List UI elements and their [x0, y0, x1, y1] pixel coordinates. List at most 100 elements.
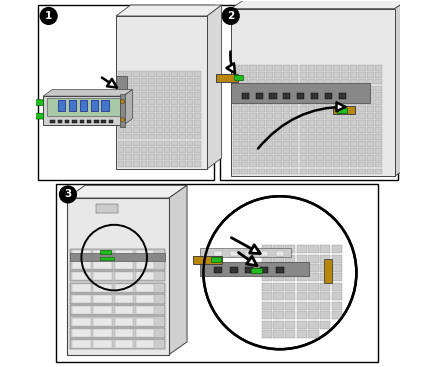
Bar: [126, 85, 132, 91]
Bar: [51, 120, 55, 123]
Bar: [126, 161, 132, 167]
Bar: [358, 141, 365, 147]
Bar: [262, 245, 272, 253]
Bar: [320, 283, 330, 291]
Bar: [358, 113, 365, 119]
Bar: [375, 92, 382, 98]
Bar: [350, 161, 357, 167]
Bar: [148, 148, 155, 153]
Bar: [308, 168, 315, 174]
Bar: [375, 113, 382, 119]
Bar: [320, 302, 330, 310]
Bar: [337, 108, 347, 113]
Bar: [171, 113, 178, 119]
Bar: [194, 120, 201, 126]
Bar: [148, 78, 155, 84]
Bar: [118, 120, 124, 126]
Bar: [241, 155, 248, 160]
Bar: [325, 92, 332, 98]
Bar: [126, 113, 132, 119]
Bar: [258, 168, 265, 174]
Bar: [72, 250, 91, 258]
Bar: [258, 141, 265, 147]
Bar: [266, 99, 273, 105]
Bar: [296, 292, 307, 301]
Bar: [258, 99, 265, 105]
Bar: [300, 86, 307, 91]
Bar: [72, 284, 91, 292]
Bar: [171, 127, 178, 132]
Bar: [241, 134, 248, 140]
Bar: [300, 134, 307, 140]
Bar: [325, 79, 332, 84]
Bar: [249, 148, 257, 154]
Bar: [241, 120, 248, 126]
Bar: [300, 155, 307, 160]
Bar: [274, 120, 282, 126]
Bar: [266, 106, 273, 112]
Bar: [164, 120, 170, 126]
Bar: [156, 155, 163, 160]
Bar: [241, 161, 248, 167]
Bar: [262, 273, 272, 281]
Bar: [179, 155, 186, 160]
Bar: [262, 321, 272, 329]
Bar: [333, 148, 341, 154]
Bar: [115, 250, 133, 258]
Bar: [262, 264, 272, 272]
Bar: [232, 99, 240, 105]
Bar: [291, 120, 299, 126]
Bar: [341, 92, 349, 98]
Bar: [164, 92, 170, 98]
Bar: [325, 127, 332, 133]
Bar: [300, 106, 307, 112]
Bar: [164, 78, 170, 84]
Bar: [118, 78, 124, 84]
Bar: [341, 72, 349, 77]
Bar: [249, 161, 257, 167]
Bar: [341, 120, 349, 126]
Bar: [325, 134, 332, 140]
Bar: [258, 148, 265, 154]
Bar: [171, 92, 178, 98]
Polygon shape: [116, 5, 221, 16]
Bar: [317, 99, 324, 105]
Bar: [164, 148, 170, 153]
Bar: [350, 72, 357, 77]
Bar: [367, 65, 374, 70]
Bar: [71, 283, 165, 293]
Bar: [232, 113, 240, 119]
Bar: [291, 106, 299, 112]
Bar: [285, 255, 295, 262]
Bar: [156, 85, 163, 91]
Bar: [171, 148, 178, 153]
Bar: [133, 120, 140, 126]
Bar: [71, 271, 165, 281]
Bar: [164, 161, 170, 167]
Bar: [350, 86, 357, 91]
Bar: [67, 198, 169, 355]
Bar: [291, 168, 299, 174]
Bar: [126, 141, 132, 146]
Bar: [332, 245, 342, 253]
Bar: [333, 86, 341, 91]
FancyBboxPatch shape: [33, 100, 44, 106]
Bar: [283, 79, 290, 84]
Bar: [232, 86, 240, 91]
Bar: [141, 148, 147, 153]
Bar: [230, 267, 238, 273]
Bar: [291, 79, 299, 84]
Bar: [333, 106, 341, 112]
Bar: [274, 134, 282, 140]
Bar: [118, 113, 124, 119]
Bar: [274, 65, 282, 70]
Bar: [187, 120, 193, 126]
Bar: [249, 99, 257, 105]
Bar: [72, 272, 91, 280]
Bar: [93, 340, 112, 348]
Bar: [72, 295, 91, 303]
Bar: [308, 264, 319, 272]
Polygon shape: [207, 5, 221, 169]
Bar: [133, 148, 140, 153]
Bar: [332, 292, 342, 301]
